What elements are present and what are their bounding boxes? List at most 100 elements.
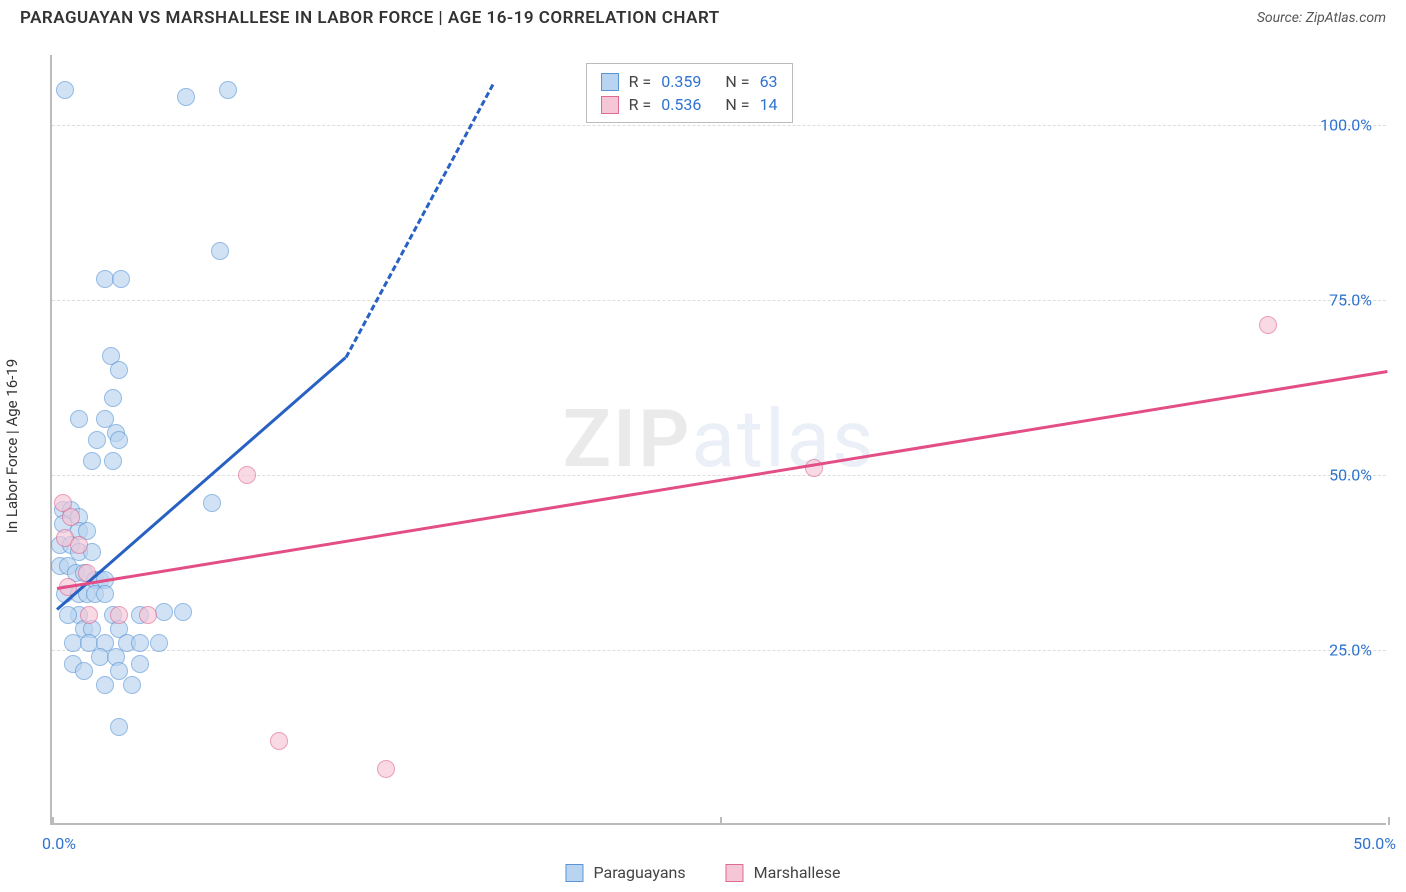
watermark: ZIPatlas — [563, 392, 876, 486]
scatter-point — [96, 571, 114, 589]
legend-swatch — [601, 96, 619, 114]
y-tick-label: 25.0% — [1329, 641, 1372, 660]
scatter-point — [78, 564, 96, 582]
plot-area: ZIPatlas R = 0.359 N = 63 R = 0.536 N = 14 25.0… — [50, 55, 1386, 825]
scatter-point — [96, 270, 114, 288]
scatter-point — [139, 606, 157, 624]
scatter-point — [64, 655, 82, 673]
scatter-point — [219, 81, 237, 99]
source-label: Source: — [1257, 10, 1302, 26]
scatter-point — [83, 543, 101, 561]
scatter-point — [80, 606, 98, 624]
stat-n-value: 63 — [760, 72, 778, 91]
scatter-point — [51, 536, 69, 554]
y-tick-label: 50.0% — [1329, 466, 1372, 485]
scatter-point — [112, 270, 130, 288]
scatter-point — [203, 494, 221, 512]
chart-container: PARAGUAYAN VS MARSHALLESE IN LABOR FORCE… — [0, 0, 1406, 892]
trend-line — [57, 370, 1388, 590]
stat-r-value: 0.359 — [661, 72, 701, 91]
scatter-point — [67, 564, 85, 582]
scatter-point — [62, 508, 80, 526]
scatter-point — [91, 571, 109, 589]
scatter-point — [123, 676, 141, 694]
scatter-point — [131, 655, 149, 673]
scatter-point — [70, 543, 88, 561]
legend-swatch — [726, 864, 744, 882]
scatter-point — [62, 536, 80, 554]
scatter-point — [70, 522, 88, 540]
scatter-point — [75, 662, 93, 680]
scatter-point — [59, 606, 77, 624]
scatter-point — [75, 564, 93, 582]
scatter-point — [70, 606, 88, 624]
legend-item: Marshallese — [726, 863, 841, 882]
scatter-point — [131, 606, 149, 624]
scatter-point — [1259, 316, 1277, 334]
stat-n-label: N = — [725, 95, 749, 114]
x-tick — [1388, 817, 1390, 825]
scatter-point — [377, 760, 395, 778]
scatter-point — [70, 508, 88, 526]
stats-row: R = 0.536 N = 14 — [601, 93, 778, 116]
scatter-point — [110, 431, 128, 449]
gridline — [52, 125, 1386, 126]
y-tick-label: 75.0% — [1329, 291, 1372, 310]
scatter-point — [70, 410, 88, 428]
gridline — [52, 300, 1386, 301]
x-tick-label: 0.0% — [42, 834, 76, 853]
watermark-bold: ZIP — [563, 392, 692, 486]
bottom-legend: Paraguayans Marshallese — [565, 863, 840, 882]
scatter-point — [104, 606, 122, 624]
gridline — [52, 650, 1386, 651]
scatter-point — [88, 431, 106, 449]
scatter-point — [155, 603, 173, 621]
scatter-point — [62, 501, 80, 519]
scatter-point — [110, 718, 128, 736]
scatter-point — [270, 732, 288, 750]
stat-r-label: R = — [629, 95, 652, 114]
y-axis-title: In Labor Force | Age 16-19 — [3, 359, 21, 533]
scatter-point — [54, 515, 72, 533]
scatter-point — [107, 424, 125, 442]
stat-n-label: N = — [725, 72, 749, 91]
scatter-point — [78, 585, 96, 603]
stat-n-value: 14 — [760, 95, 778, 114]
x-tick — [52, 817, 54, 825]
scatter-point — [86, 585, 104, 603]
scatter-point — [83, 452, 101, 470]
scatter-point — [110, 361, 128, 379]
legend-item: Paraguayans — [565, 863, 685, 882]
scatter-point — [75, 620, 93, 638]
source-value: ZipAtlas.com — [1306, 10, 1386, 26]
scatter-point — [54, 501, 72, 519]
scatter-point — [54, 494, 72, 512]
scatter-point — [56, 585, 74, 603]
scatter-point — [56, 529, 74, 547]
scatter-point — [96, 585, 114, 603]
scatter-point — [177, 88, 195, 106]
stats-row: R = 0.359 N = 63 — [601, 70, 778, 93]
chart-title: PARAGUAYAN VS MARSHALLESE IN LABOR FORCE… — [20, 8, 720, 28]
scatter-point — [96, 676, 114, 694]
source: Source: ZipAtlas.com — [1257, 10, 1386, 26]
scatter-point — [70, 536, 88, 554]
x-tick — [720, 817, 722, 825]
legend-swatch — [565, 864, 583, 882]
trend-line — [56, 356, 347, 610]
scatter-point — [102, 347, 120, 365]
scatter-point — [110, 606, 128, 624]
scatter-point — [96, 410, 114, 428]
scatter-point — [70, 585, 88, 603]
scatter-point — [104, 389, 122, 407]
scatter-point — [59, 557, 77, 575]
title-bar: PARAGUAYAN VS MARSHALLESE IN LABOR FORCE… — [20, 8, 1386, 28]
scatter-point — [83, 620, 101, 638]
stat-r-value: 0.536 — [661, 95, 701, 114]
stat-r-label: R = — [629, 72, 652, 91]
watermark-light: atlas — [691, 392, 875, 486]
legend-label: Marshallese — [754, 863, 841, 882]
legend-label: Paraguayans — [593, 863, 685, 882]
scatter-point — [104, 452, 122, 470]
scatter-point — [174, 603, 192, 621]
